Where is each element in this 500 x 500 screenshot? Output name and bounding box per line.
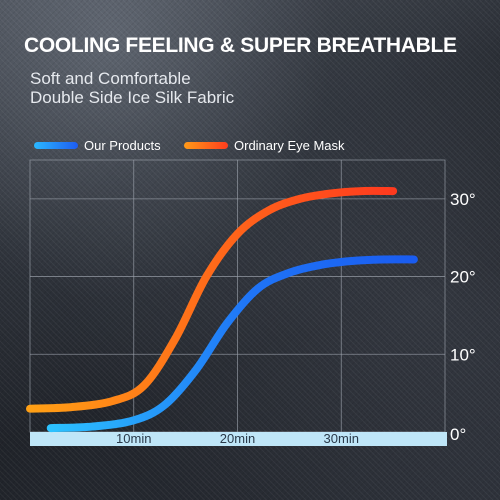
x-tick-label: 30min (324, 431, 359, 446)
legend-item-ordinary-eye-mask: Ordinary Eye Mask (184, 136, 345, 154)
subtitle-line-2: Double Side Ice Silk Fabric (30, 88, 235, 107)
y-tick-label: 10° (450, 345, 476, 364)
subtitle-line-1: Soft and Comfortable (30, 69, 191, 88)
y-tick-label: 0° (450, 425, 466, 444)
legend-swatch-orange (184, 141, 228, 149)
series-line-ordinary-eye-mask (26, 186, 398, 413)
baseline-bar (30, 432, 447, 446)
series-line-our-products (46, 255, 418, 433)
y-tick-label: 30° (450, 190, 476, 209)
legend-item-our-products: Our Products (34, 136, 161, 154)
legend-label-our-products: Our Products (84, 137, 161, 153)
headline: COOLING FEELING & SUPER BREATHABLE (24, 34, 457, 57)
x-tick-label: 20min (220, 431, 255, 446)
legend-swatch-blue (34, 141, 78, 149)
x-tick-label: 10min (116, 431, 151, 446)
legend-label-ordinary-eye-mask: Ordinary Eye Mask (234, 137, 345, 153)
y-tick-label: 20° (450, 268, 476, 287)
grid (29, 159, 446, 433)
